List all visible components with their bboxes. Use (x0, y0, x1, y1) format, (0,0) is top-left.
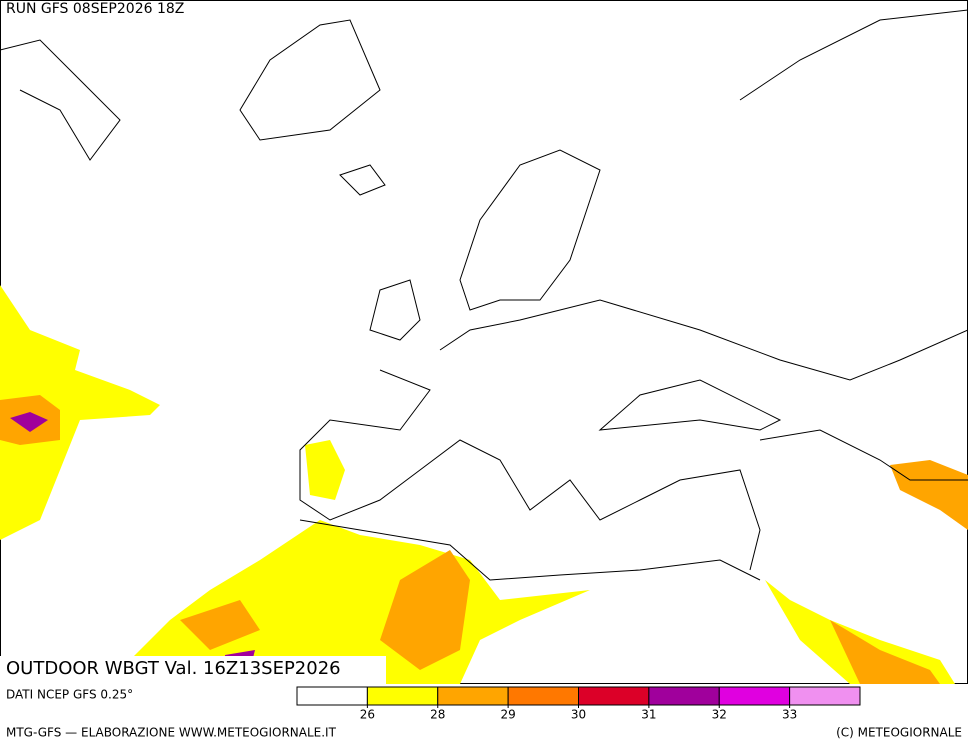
legend-swatch (507, 686, 579, 706)
legend-tick-label: 28 (430, 708, 445, 722)
legend-swatch (296, 686, 368, 706)
legend-swatch (578, 686, 650, 706)
color-legend: 26 28 29 30 31 32 33 (296, 686, 861, 722)
legend-tick-label: 33 (782, 708, 797, 722)
footer-right: (C) METEOGIORNALE (836, 726, 962, 740)
africa-warm (180, 550, 470, 670)
map-title: OUTDOOR WBGT Val. 16Z13SEP2026 (6, 658, 341, 679)
legend-tick-label: 30 (571, 708, 586, 722)
legend-swatch (366, 686, 439, 706)
map-frame (0, 0, 968, 684)
run-label: RUN GFS 08SEP2026 18Z (6, 1, 184, 17)
legend-tick-label: 32 (712, 708, 727, 722)
legend-swatch (789, 686, 861, 706)
iberia-area (305, 440, 345, 500)
legend-tick-label: 26 (360, 708, 375, 722)
africa-area (130, 520, 590, 684)
legend-tick-label: 29 (500, 708, 515, 722)
title-box (0, 656, 386, 684)
atlantic-area (0, 285, 160, 540)
legend-swatch (718, 686, 791, 706)
red-sea-warm (830, 620, 940, 684)
legend-swatch (648, 686, 720, 706)
legend-tick-label: 31 (641, 708, 656, 722)
atlantic-hot (10, 412, 48, 432)
coastlines (0, 9, 968, 581)
gulf-warm (890, 460, 968, 530)
legend-swatch (437, 686, 509, 706)
red-sea-area (765, 580, 955, 684)
footer-left: MTG-GFS — ELABORAZIONE WWW.METEOGIORNALE… (6, 726, 337, 740)
source-label: DATI NCEP GFS 0.25° (6, 688, 133, 702)
